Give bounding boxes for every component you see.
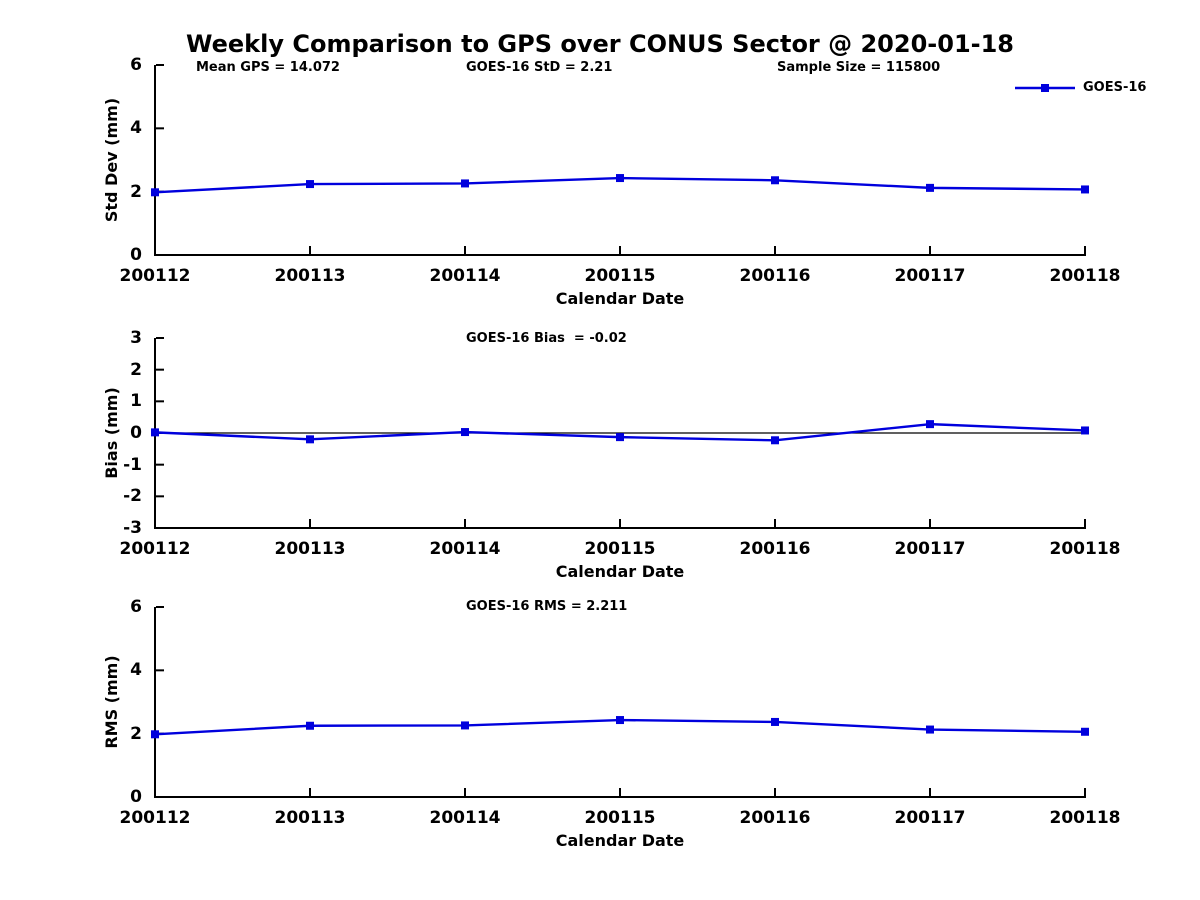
- x-tick-label: 200114: [429, 539, 501, 559]
- y-tick-label: 2: [130, 359, 142, 380]
- x-axis-label: Calendar Date: [555, 562, 685, 581]
- annotation-mean-gps: Mean GPS = 14.072: [196, 60, 340, 75]
- y-tick-label: 6: [130, 597, 142, 617]
- x-tick-label: 200113: [274, 808, 346, 828]
- data-point-marker: [461, 179, 469, 188]
- x-tick-label: 200115: [584, 266, 656, 286]
- std-dev-plot: [151, 64, 1089, 256]
- data-point-marker: [306, 180, 314, 189]
- data-point-marker: [1081, 727, 1089, 736]
- data-point-marker: [151, 730, 159, 739]
- x-tick-label: 200116: [739, 808, 811, 828]
- y-tick-label: 3: [130, 328, 142, 348]
- y-tick-label: 2: [130, 181, 142, 202]
- legend-label: GOES-16: [1083, 80, 1147, 95]
- x-tick-label: 200114: [429, 808, 501, 828]
- x-tick-label: 200117: [894, 808, 966, 828]
- legend: GOES-16: [1013, 78, 1146, 98]
- x-tick-label: 200118: [1049, 539, 1121, 559]
- x-tick-label: 200118: [1049, 808, 1121, 828]
- x-tick-label: 200114: [429, 266, 501, 286]
- x-tick-label: 200117: [894, 539, 966, 559]
- bias-plot: [151, 337, 1089, 529]
- x-axis-label: Calendar Date: [555, 831, 685, 850]
- annotation-std: GOES-16 StD = 2.21: [466, 60, 613, 75]
- x-tick-label: 200112: [119, 539, 191, 559]
- y-tick-label: 1: [130, 391, 142, 412]
- x-tick-label: 200116: [739, 266, 811, 286]
- data-point-marker: [926, 183, 934, 192]
- y-tick-label: 6: [130, 55, 142, 75]
- rms-plot: [151, 606, 1089, 798]
- y-tick-label: -2: [123, 486, 142, 507]
- data-point-marker: [926, 725, 934, 734]
- y-tick-label: 4: [130, 118, 142, 139]
- y-tick-label: 4: [130, 660, 142, 681]
- x-tick-label: 200113: [274, 539, 346, 559]
- data-point-marker: [151, 188, 159, 197]
- x-tick-label: 200112: [119, 808, 191, 828]
- data-point-marker: [306, 435, 314, 444]
- x-tick-label: 200117: [894, 266, 966, 286]
- data-point-marker: [771, 717, 779, 726]
- data-point-marker: [151, 428, 159, 437]
- legend-line-marker-icon: [1015, 84, 1075, 92]
- x-tick-label: 200112: [119, 266, 191, 286]
- y-axis-label-rms: RMS (mm): [102, 655, 121, 749]
- x-tick-label: 200118: [1049, 266, 1121, 286]
- annotation-bias: GOES-16 Bias = -0.02: [466, 331, 627, 346]
- data-point-marker: [306, 721, 314, 730]
- x-axis-label: Calendar Date: [555, 289, 685, 308]
- x-tick-label: 200116: [739, 539, 811, 559]
- y-tick-label: 0: [130, 787, 142, 807]
- data-point-marker: [461, 428, 469, 437]
- y-tick-label: -1: [123, 454, 142, 475]
- x-tick-label: 200115: [584, 539, 656, 559]
- x-tick-label: 200115: [584, 808, 656, 828]
- y-tick-label: 2: [130, 723, 142, 744]
- data-point-marker: [1081, 426, 1089, 435]
- data-point-marker: [616, 716, 624, 725]
- data-point-marker: [771, 176, 779, 185]
- y-tick-label: 0: [130, 423, 142, 443]
- y-tick-label: -3: [123, 518, 142, 538]
- chart-title: Weekly Comparison to GPS over CONUS Sect…: [185, 30, 1014, 58]
- data-point-marker: [926, 420, 934, 429]
- data-point-marker: [616, 433, 624, 442]
- data-point-marker: [616, 174, 624, 183]
- y-tick-label: 0: [130, 245, 142, 265]
- annotation-rms: GOES-16 RMS = 2.211: [466, 599, 628, 614]
- data-point-marker: [461, 721, 469, 730]
- x-tick-label: 200113: [274, 266, 346, 286]
- data-point-marker: [1081, 185, 1089, 194]
- data-point-marker: [771, 436, 779, 445]
- annotation-sample-size: Sample Size = 115800: [777, 60, 941, 75]
